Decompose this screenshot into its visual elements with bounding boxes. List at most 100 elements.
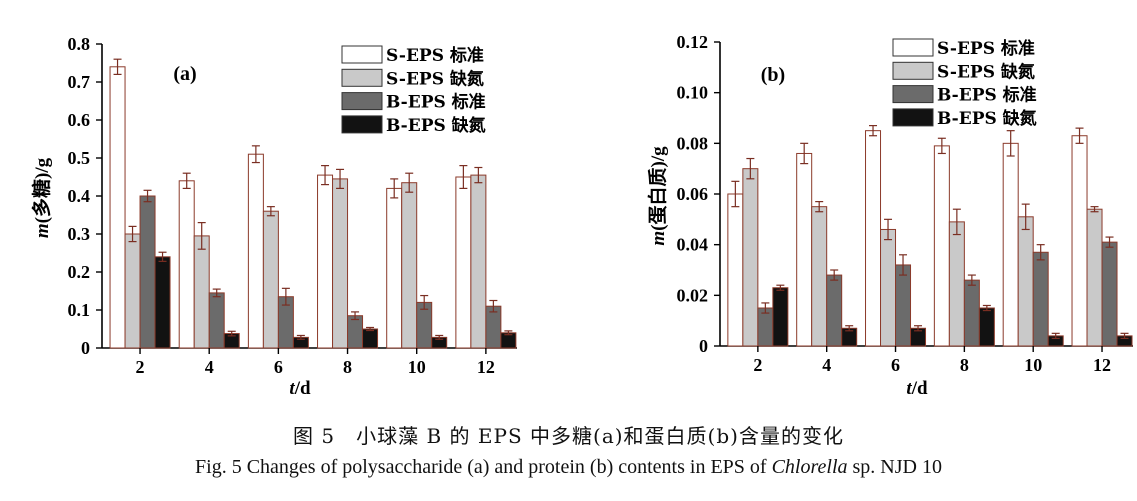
caption-en-species: Chlorella [771,456,848,478]
x-tick-label: 8 [960,355,969,375]
x-axis-label-unit: /d [294,378,311,399]
x-tick-label: 8 [343,357,352,377]
legend-label: S-EPS 标准 [937,38,1035,59]
legend: S-EPS 标准S-EPS 缺氮 B-EPS 标准B-EPS 缺氮 [341,45,486,136]
legend-label: B-EPS 标准 [386,92,486,113]
y-axis-label: m(多糖)/g [30,157,53,238]
y-axis-label-var: m [648,231,669,246]
y-tick-label: 0.08 [677,133,709,153]
y-tick-label: 0.02 [677,285,709,305]
bar [1017,216,1034,347]
bar [470,174,487,349]
bar [772,287,789,347]
figure-charts: 00.10.20.30.40.50.60.70.82 4 6 8 10 12t/dm(多糖… [30,32,1133,399]
y-tick-label: 0.06 [677,184,709,204]
bar [742,168,759,347]
legend-swatch [892,108,934,127]
bar [154,256,171,349]
legend-label: S-EPS 缺氮 [386,68,484,89]
x-axis-label: t/d [906,378,928,399]
x-axis-label-unit: /d [911,378,928,399]
bar [826,274,843,347]
legend-swatch [341,115,383,134]
bar [139,195,156,349]
bar [1002,142,1019,347]
y-tick-label: 0 [699,336,708,356]
y-tick-label: 0.3 [68,224,91,244]
figure-caption-english: Fig. 5 Changes of polysaccharide (a) and… [0,456,1137,479]
legend-swatch [892,61,934,80]
bar [1101,241,1118,347]
bar [757,307,774,347]
chart-panel-b: 0 0.02 0.04 0.06 0.08 0.10 0.12 2 4 6 8 10 12 t/d m(蛋白… [646,32,1133,399]
bar [1086,208,1103,347]
bar [895,264,912,347]
caption-en-suffix: sp. NJD 10 [847,456,942,478]
y-tick-label: 0.12 [677,32,709,52]
y-tick-label: 0.8 [68,34,91,54]
x-tick-label: 12 [1093,355,1111,375]
x-tick-label: 6 [891,355,900,375]
bar [948,221,965,347]
x-tick-label: 10 [1024,355,1042,375]
y-tick-label: 0.5 [68,148,91,168]
x-tick-label: 6 [274,357,283,377]
y-axis-label-var: m [32,223,53,238]
bar [193,235,210,349]
bar [317,174,334,349]
y-axis-label: m(蛋白质)/g [646,146,669,246]
legend-label: B-EPS 缺氮 [937,108,1037,129]
legend-label: S-EPS 缺氮 [937,61,1035,82]
bar [1071,135,1088,347]
x-tick-label: 2 [753,355,762,375]
x-tick-label: 4 [205,357,214,377]
x-axis-label-var: t [289,378,295,399]
bar [208,292,225,349]
y-tick-label: 0.04 [677,235,709,255]
bar [262,210,279,349]
panel-label: (a) [173,63,196,85]
legend-swatch [341,92,383,111]
bar [727,193,744,347]
bar [109,66,126,349]
x-tick-label: 10 [408,357,426,377]
y-tick-label: 0.1 [68,300,91,320]
x-axis-label-var: t [906,378,912,399]
bar [880,228,897,347]
bar [933,145,950,347]
y-tick-label: 0.2 [68,262,91,282]
x-tick-label: 4 [822,355,831,375]
bar [811,206,828,347]
bar [178,180,195,349]
legend: S-EPS 标准S-EPS 缺氮 B-EPS 标准B-EPS 缺氮 [892,38,1037,129]
caption-en-prefix: Fig. 5 Changes of polysaccharide (a) and… [195,456,772,478]
legend-swatch [341,45,383,64]
panel-label: (b) [761,64,785,86]
bar [1032,251,1049,347]
legend-label: B-EPS 缺氮 [386,115,486,136]
bar [347,315,364,349]
y-axis-label-rest: (多糖)/g [30,157,53,223]
x-tick-label: 2 [136,357,145,377]
legend-label: B-EPS 标准 [937,85,1037,106]
bar [455,176,472,349]
x-tick-label: 12 [477,357,495,377]
bar [978,307,995,347]
legend-swatch [892,38,934,57]
legend-swatch [341,68,383,87]
x-axis-label: t/d [289,378,311,399]
legend-swatch [892,85,934,104]
legend-label: S-EPS 标准 [386,45,484,66]
y-tick-label: 0.10 [677,83,709,103]
y-tick-label: 0.4 [68,186,91,206]
bar [401,182,418,349]
chart-panel-a: 0 0.1 0.2 0.3 0.4 0.5 0.6 0.7 0.8 2 4 6 8 10 12 t/d m(多糖… [30,34,517,399]
bar [865,130,882,347]
bar [386,187,403,349]
y-tick-label: 0 [81,338,90,358]
bar [247,153,264,349]
y-tick-label: 0.6 [68,110,91,130]
bar [796,152,813,347]
bar [124,233,141,349]
bar [332,178,349,349]
